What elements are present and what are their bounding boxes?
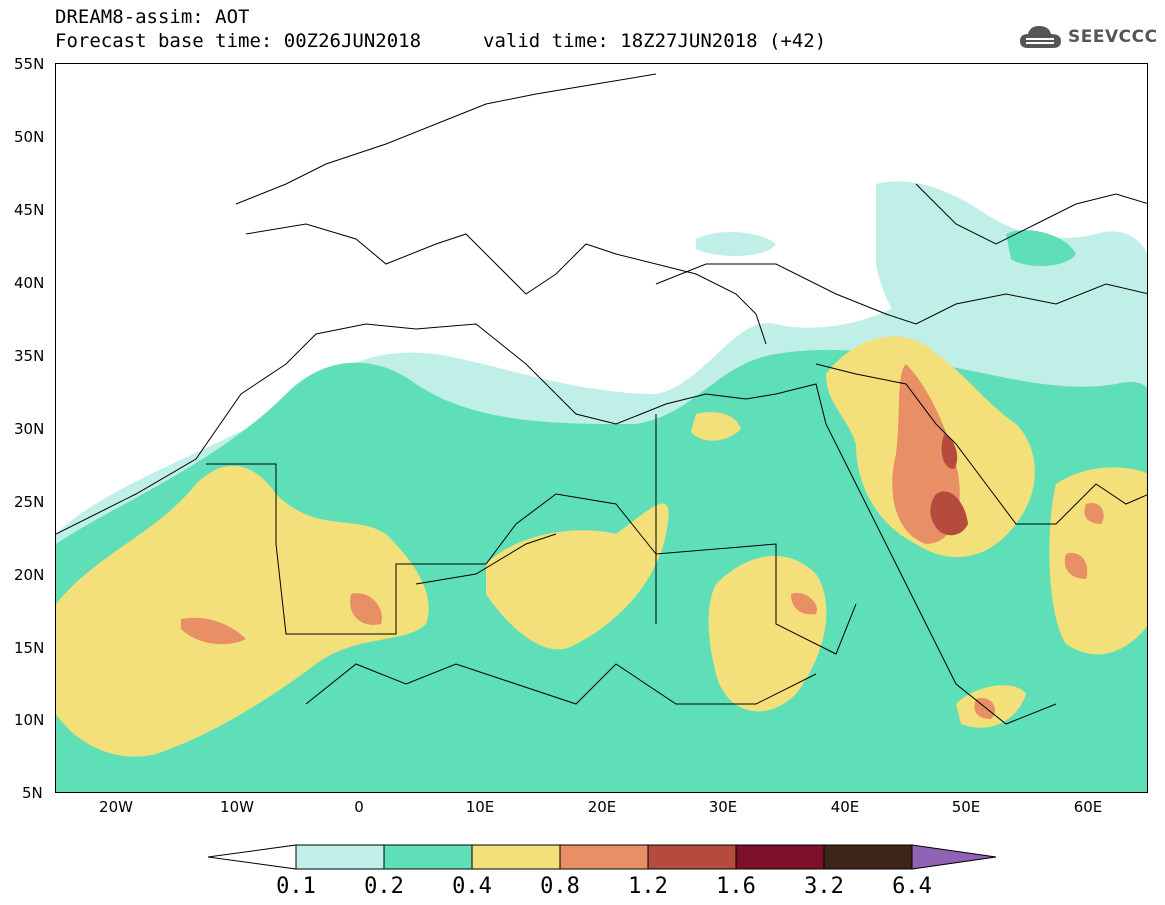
lat-label: 10N: [14, 711, 45, 729]
colorbar-swatch: [823, 844, 913, 870]
lon-label: 20E: [587, 798, 617, 816]
aot-0.2-region: [1006, 230, 1076, 266]
aot-0.8-region: [181, 617, 246, 645]
colorbar: [208, 844, 997, 870]
aot-1.2-region: [930, 491, 968, 536]
aot-map: [55, 63, 1148, 793]
lon-label: 20W: [99, 798, 133, 816]
aot-0.8-region: [791, 593, 817, 615]
aot-0.4-region: [56, 465, 429, 757]
colorbar-label: 1.2: [628, 874, 668, 899]
lat-label: 25N: [14, 493, 45, 511]
colorbar-swatch: [559, 844, 649, 870]
chart-title: DREAM8-assim: AOT: [55, 6, 250, 28]
lon-label: 50E: [951, 798, 981, 816]
lat-label: 55N: [14, 55, 45, 73]
lat-label: 5N: [22, 784, 43, 802]
colorbar-label: 0.8: [540, 874, 580, 899]
cloud-icon: [1020, 26, 1061, 48]
aot-0.1-region: [696, 232, 776, 256]
lon-label: 40E: [830, 798, 860, 816]
colorbar-swatch: [647, 844, 737, 870]
map-canvas: [56, 73, 1147, 792]
lat-label: 30N: [14, 420, 45, 438]
lon-label: 10W: [220, 798, 254, 816]
aot-0.8-region: [1084, 503, 1104, 524]
colorbar-swatch: [295, 844, 385, 870]
colorbar-max-arrow: [911, 844, 997, 870]
colorbar-label: 3.2: [804, 874, 844, 899]
aot-0.8-region: [350, 593, 382, 625]
lat-label: 15N: [14, 639, 45, 657]
colorbar-label: 6.4: [892, 874, 932, 899]
logo-text: SEEVCCC: [1068, 27, 1158, 47]
lon-label: 10E: [465, 798, 495, 816]
coastlines: [56, 73, 1147, 725]
aot-0.4-region: [691, 412, 741, 441]
lat-label: 45N: [14, 201, 45, 219]
lon-label: 0: [354, 798, 364, 816]
lon-label: 30E: [708, 798, 738, 816]
colorbar-swatch: [735, 844, 825, 870]
aot-0.8-region: [1064, 553, 1088, 579]
colorbar-label: 0.1: [276, 874, 316, 899]
lat-label: 35N: [14, 347, 45, 365]
lat-label: 20N: [14, 566, 45, 584]
lat-label: 50N: [14, 128, 45, 146]
lon-label: 60E: [1073, 798, 1103, 816]
aot-1.2-region: [941, 434, 958, 469]
colorbar-swatch: [383, 844, 473, 870]
aot-0.1-region: [876, 181, 1147, 364]
lat-label: 40N: [14, 274, 45, 292]
aot-0.4-region: [486, 503, 669, 650]
base-time-label: Forecast base time: 00Z26JUN2018: [55, 30, 422, 52]
colorbar-label: 0.4: [452, 874, 492, 899]
colorbar-label: 1.6: [716, 874, 756, 899]
colorbar-min-arrow: [208, 844, 297, 870]
colorbar-label: 0.2: [364, 874, 404, 899]
valid-time-label: valid time: 18Z27JUN2018 (+42): [483, 30, 827, 52]
seevccc-logo: SEEVCCC: [1018, 22, 1158, 52]
aot-0.4-region: [1049, 467, 1147, 655]
colorbar-swatch: [471, 844, 561, 870]
